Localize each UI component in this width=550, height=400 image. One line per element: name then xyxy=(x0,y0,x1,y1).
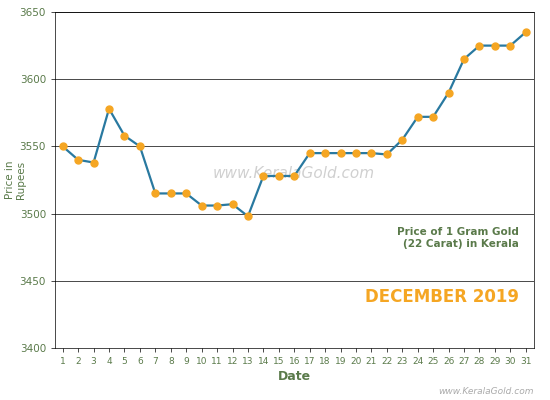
Point xyxy=(58,143,67,150)
Point xyxy=(382,151,391,158)
Point xyxy=(151,190,160,197)
Point xyxy=(429,114,438,120)
Point xyxy=(506,42,515,49)
Text: www.KeralaGold.com: www.KeralaGold.com xyxy=(438,387,534,396)
Point xyxy=(89,159,98,166)
Point xyxy=(398,136,406,143)
Point xyxy=(182,190,191,197)
Point xyxy=(259,173,268,179)
X-axis label: Date: Date xyxy=(278,370,311,383)
Point xyxy=(521,29,530,35)
Point xyxy=(120,132,129,139)
Point xyxy=(166,190,175,197)
Text: www.KeralaGold.com: www.KeralaGold.com xyxy=(213,166,375,181)
Point xyxy=(414,114,422,120)
Point xyxy=(274,173,283,179)
Point xyxy=(444,90,453,96)
Point xyxy=(228,201,237,207)
Point xyxy=(244,213,252,220)
Point xyxy=(213,202,222,209)
Text: Price of 1 Gram Gold
(22 Carat) in Kerala: Price of 1 Gram Gold (22 Carat) in Keral… xyxy=(397,227,519,249)
Point xyxy=(104,106,113,112)
Point xyxy=(336,150,345,156)
Y-axis label: Price in
Rupees: Price in Rupees xyxy=(4,161,26,199)
Point xyxy=(135,143,144,150)
Point xyxy=(475,42,484,49)
Point xyxy=(321,150,329,156)
Point xyxy=(460,56,469,62)
Point xyxy=(305,150,314,156)
Point xyxy=(290,173,299,179)
Text: DECEMBER 2019: DECEMBER 2019 xyxy=(365,288,519,306)
Point xyxy=(367,150,376,156)
Point xyxy=(74,157,82,163)
Point xyxy=(351,150,360,156)
Point xyxy=(491,42,499,49)
Point xyxy=(197,202,206,209)
